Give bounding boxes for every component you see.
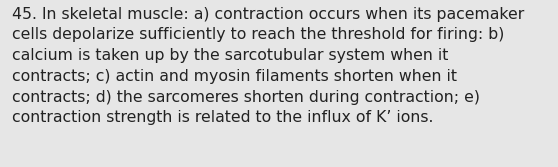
Text: 45. In skeletal muscle: a) contraction occurs when its pacemaker
cells depolariz: 45. In skeletal muscle: a) contraction o…: [12, 7, 525, 125]
